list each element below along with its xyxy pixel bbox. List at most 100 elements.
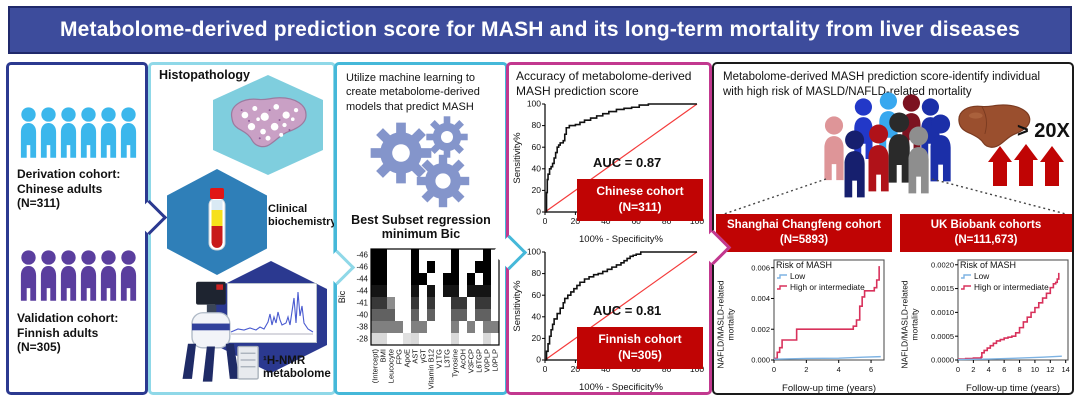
mortality-panel: Metabolome-derived MASH prediction score… [712,62,1074,395]
svg-text:8: 8 [1017,365,1021,374]
increase-arrows-icon [988,144,1064,186]
svg-text:100% - Specificity%: 100% - Specificity% [579,234,664,245]
person-icon [59,107,78,160]
ml-intro-text: Utilize machine learning to create metab… [346,72,480,113]
nmr-spectrum-box [227,283,317,343]
roc-finnish-block: 0 20 40 60 80 100 0 20 40 60 80 100 100% - Specifici… [511,247,711,395]
finnish-cohort-line1: Finnish cohort [598,332,682,347]
svg-text:Tyrosine: Tyrosine [451,349,460,377]
svg-text:-44: -44 [356,287,368,296]
histopathology-hexagon [213,75,323,175]
legend-title: Risk of MASH [776,260,833,270]
derivation-people-icons [19,107,138,160]
svg-text:60: 60 [532,142,542,152]
svg-text:80: 80 [662,364,672,374]
svg-text:20: 20 [532,333,542,343]
svg-text:Bic: Bic [337,290,347,303]
svg-text:L0PLP: L0PLP [491,349,500,372]
biochemistry-label-line2: biochemistry [268,215,337,228]
chinese-cohort-line1: Chinese cohort [596,184,684,199]
svg-text:20: 20 [571,364,581,374]
dotted-connector-lines [723,178,1067,215]
legend-high-label: High or intermediate [974,281,1049,292]
person-icon [19,107,38,160]
svg-text:L3TG: L3TG [443,349,452,368]
nmr-spectrometer-icon [182,281,259,382]
svg-text:0.004: 0.004 [751,294,770,303]
inputs-panel: Histopathology [148,62,336,395]
chinese-cohort-line2: (N=311) [618,200,662,214]
svg-text:0: 0 [536,355,541,365]
svg-text:60: 60 [532,290,542,300]
svg-text:80: 80 [532,268,542,278]
finnish-cohort-badge: Finnish cohort (N=305) [577,327,703,369]
shanghai-ylabel-line2: mortality [725,308,736,341]
low-risk-line-icon [961,274,971,280]
shanghai-header-line1: Shanghai Changfeng cohort [727,219,881,232]
svg-text:AcOH: AcOH [459,349,468,369]
legend-title: Risk of MASH [960,260,1017,270]
svg-text:0: 0 [543,216,548,226]
svg-text:γGT: γGT [419,349,428,364]
svg-text:0: 0 [543,364,548,374]
derivation-label-line2: Chinese adults (N=311) [17,181,103,211]
legend-low-label: Low [790,271,806,282]
svg-text:Sensitivity%: Sensitivity% [512,132,523,184]
heatmap-title: Best Subset regression minimum Bic [337,213,505,242]
svg-text:40: 40 [532,163,542,173]
gears-icon [370,116,470,208]
svg-text:20: 20 [571,216,581,226]
svg-text:FPG: FPG [395,349,404,365]
person-icon [119,107,138,160]
svg-text:40: 40 [601,216,611,226]
nmr-label-line2: metabolome [263,368,331,381]
svg-text:100: 100 [690,364,704,374]
derivation-label: Derivation cohort: Chinese adults (N=311… [17,167,145,211]
km-shanghai-block: Shanghai Changfeng cohort (N=5893) NAFLD… [716,214,892,397]
title-banner: Metabolome-derived prediction score for … [8,6,1072,54]
svg-text:0.0015: 0.0015 [931,284,954,293]
svg-text:AST: AST [411,349,420,364]
person-icon [119,250,138,303]
high-risk-line-icon [777,285,787,290]
validation-people-icons [19,250,138,303]
svg-text:0: 0 [956,365,960,374]
svg-text:0.0010: 0.0010 [931,308,954,317]
biochemistry-hexagon [167,169,267,275]
nmr-spectrum-icon [230,291,314,335]
svg-text:Follow-up time (years): Follow-up time (years) [782,383,876,394]
svg-text:40: 40 [601,364,611,374]
shanghai-header-line2: (N=5893) [779,234,829,246]
person-icon [79,107,98,160]
svg-text:40: 40 [532,311,542,321]
svg-text:60: 60 [631,216,641,226]
person-icon [59,250,78,303]
shanghai-cohort-header: Shanghai Changfeng cohort (N=5893) [716,214,892,252]
cohort-panel: Derivation cohort: Chinese adults (N=311… [6,62,148,395]
svg-text:100% - Specificity%: 100% - Specificity% [579,382,664,393]
person-icon [866,124,891,194]
person-icon [39,250,58,303]
shanghai-ylabel: NAFLD/MASLD-related mortality [716,260,738,390]
svg-text:0: 0 [536,207,541,217]
accuracy-panel: Accuracy of metabolome-derived MASH pred… [506,62,712,395]
shanghai-risk-legend: Risk of MASH Low High or intermediate [776,260,865,292]
derivation-label-line1: Derivation cohort: [17,167,121,181]
roc-chinese-block: 0 20 40 60 80 100 0 20 40 60 80 100 100% - Specifici… [511,99,711,247]
svg-text:20: 20 [532,185,542,195]
svg-text:-41: -41 [356,299,368,308]
ukbiobank-risk-legend: Risk of MASH Low High or intermediate [960,260,1049,292]
svg-text:100: 100 [527,99,541,109]
validation-label: Validation cohort: Finnish adults (N=305… [17,311,145,355]
svg-text:Follow-up time (years): Follow-up time (years) [966,383,1060,394]
person-icon [79,250,98,303]
crowd-icons [714,64,1072,393]
svg-text:-38: -38 [356,323,368,332]
svg-text:4: 4 [837,365,841,374]
nmr-label: ¹H-NMR metabolome [263,355,331,381]
liver-icon [958,104,1031,148]
svg-text:L6TGP: L6TGP [475,349,484,373]
svg-text:-46: -46 [356,263,368,272]
ukbiobank-header-line1: UK Biobank cohorts [930,219,1042,232]
